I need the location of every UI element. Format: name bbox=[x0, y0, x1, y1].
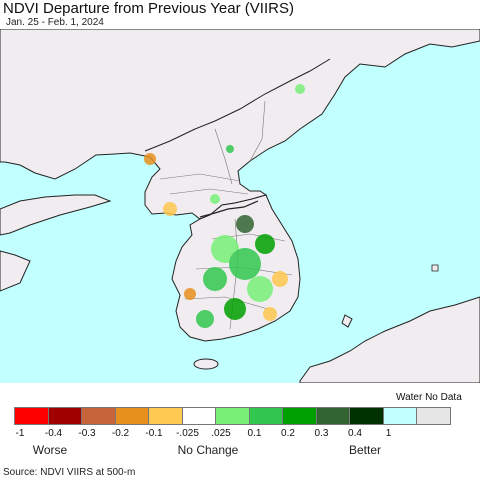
legend-tick-9: 0.3 bbox=[314, 428, 329, 439]
legend-swatches bbox=[14, 407, 451, 425]
legend-tick-7: 0.1 bbox=[247, 428, 262, 439]
japan bbox=[299, 296, 480, 383]
legend-category-worse: Worse bbox=[32, 443, 68, 457]
page-title: NDVI Departure from Previous Year (VIIRS… bbox=[3, 0, 294, 17]
legend-tick-11: 1 bbox=[385, 428, 392, 439]
legend-swatch-11 bbox=[382, 407, 417, 425]
jeju-island bbox=[193, 358, 219, 370]
legend-tick-4: -0.1 bbox=[145, 428, 163, 439]
legend-swatch-1 bbox=[47, 407, 82, 425]
ndvi-speckles bbox=[144, 84, 305, 328]
legend-tick-3: -0.2 bbox=[111, 428, 130, 439]
southwest-coast bbox=[0, 250, 31, 292]
date-range: Jan. 25 - Feb. 1, 2024 bbox=[6, 17, 104, 28]
legend-category-no-change: No Change bbox=[177, 443, 239, 457]
legend-swatch-2 bbox=[81, 407, 116, 425]
legend-tick-10: 0.4 bbox=[348, 428, 362, 439]
legend-tick-5: -.025 bbox=[176, 428, 199, 439]
legend-swatch-5 bbox=[181, 407, 216, 425]
legend-category-better: Better bbox=[348, 443, 382, 457]
tsushima-island bbox=[341, 314, 353, 328]
legend-swatch-8 bbox=[282, 407, 317, 425]
legend-tick-0: -1 bbox=[15, 428, 25, 439]
legend-swatch-10 bbox=[349, 407, 384, 425]
dmz-border bbox=[199, 200, 259, 218]
water-no-data-label: Water No Data bbox=[396, 392, 462, 403]
legend-tick-6: .025 bbox=[211, 428, 231, 439]
western-peninsula bbox=[0, 194, 112, 236]
legend-tick-8: 0.2 bbox=[281, 428, 295, 439]
legend-swatch-6 bbox=[215, 407, 250, 425]
legend-swatch-4 bbox=[148, 407, 183, 425]
legend-swatch-3 bbox=[114, 407, 149, 425]
china-nk-border bbox=[144, 58, 331, 152]
legend-swatch-9 bbox=[315, 407, 350, 425]
legend-tick-2: -0.3 bbox=[78, 428, 96, 439]
source-note: Source: NDVI VIIRS at 500-m bbox=[3, 467, 136, 478]
legend-swatch-7 bbox=[248, 407, 283, 425]
dokdo-area bbox=[431, 264, 439, 272]
legend-swatch-12 bbox=[416, 407, 451, 425]
ndvi-map bbox=[0, 29, 480, 383]
legend-swatch-0 bbox=[14, 407, 49, 425]
legend-tick-1: -0.4 bbox=[44, 428, 63, 439]
